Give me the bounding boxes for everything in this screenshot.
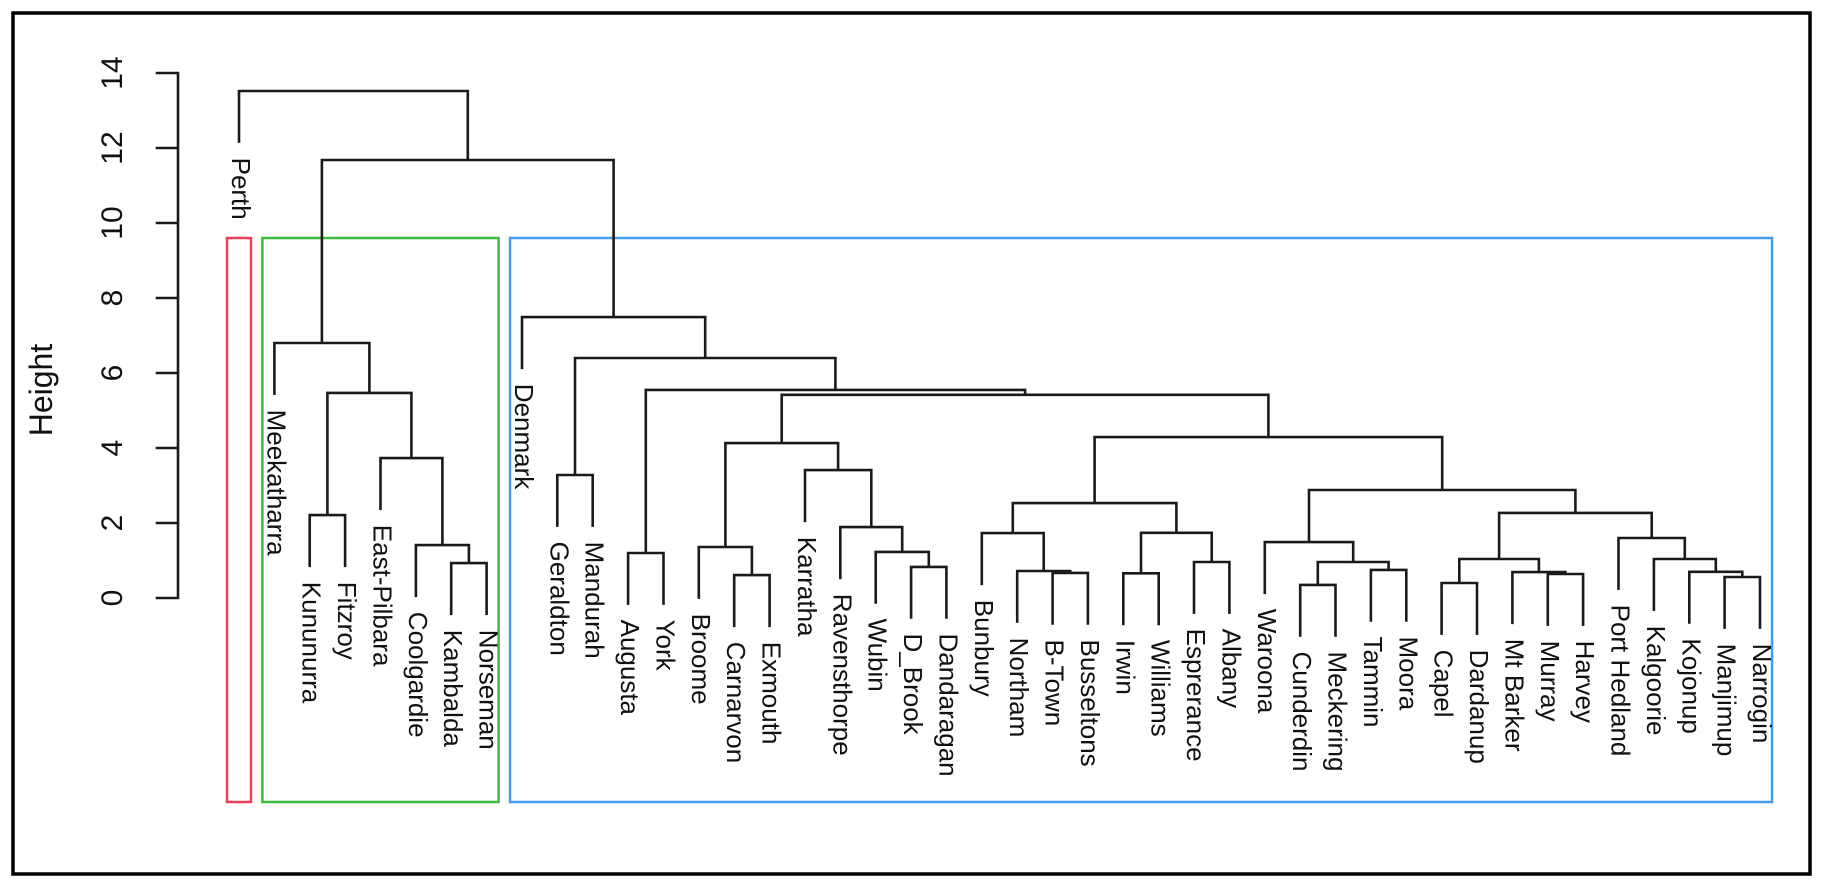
leaf-label: Northam <box>1004 638 1034 738</box>
y-axis-tick-label: 4 <box>96 440 129 457</box>
leaf-label: Karratha <box>792 537 822 637</box>
leaf-label: B-Town <box>1040 640 1070 727</box>
y-axis-tick-label: 6 <box>96 365 129 382</box>
leaf-label: Wubin <box>863 619 893 692</box>
y-axis-title: Height <box>23 344 59 437</box>
leaf-label: Busseltons <box>1075 640 1105 767</box>
dendrogram-tree-lines <box>237 89 1762 637</box>
leaf-label: Harvey <box>1570 641 1600 723</box>
y-axis <box>155 71 180 600</box>
leaf-label: Mt Barker <box>1499 639 1529 752</box>
y-axis-tick-label: 0 <box>96 590 129 607</box>
y-axis-tick-label: 10 <box>96 206 129 239</box>
y-axis-tick-label: 8 <box>96 290 129 307</box>
leaf-label: D_Brook <box>898 634 928 736</box>
leaf-label: Dandaragan <box>933 634 963 777</box>
plot-frame <box>11 11 1812 876</box>
y-axis-tick-label: 12 <box>96 131 129 164</box>
leaf-label: Port Hedland <box>1606 605 1636 757</box>
leaf-label: Waroona <box>1252 609 1282 714</box>
leaf-label: Exmouth <box>757 642 787 745</box>
leaf-label: Cunderdin <box>1287 652 1317 772</box>
leaf-label: Irwin <box>1110 640 1140 695</box>
leaf-label: Meekatharra <box>261 410 291 556</box>
leaf-label: Murray <box>1535 641 1565 722</box>
leaf-label: East-Pilbara <box>368 525 398 667</box>
leaf-label: Ravensthorpe <box>827 594 857 756</box>
leaf-label: Moora <box>1393 637 1423 711</box>
leaf-label: Denmark <box>509 384 539 490</box>
leaf-label: Meckering <box>1323 652 1353 772</box>
leaf-label: Fitzroy <box>332 582 362 660</box>
leaf-label: Mandurah <box>580 542 610 659</box>
leaf-label: Albany <box>1216 629 1246 709</box>
y-axis-tick-label: 2 <box>96 515 129 532</box>
cluster-box-cluster-2 <box>261 236 500 804</box>
leaf-label: Narrogin <box>1747 644 1777 744</box>
y-axis-tick-label: 14 <box>96 56 129 89</box>
leaf-label: Coolgardie <box>403 612 433 738</box>
leaf-label: Kalgoorie <box>1641 626 1671 736</box>
leaf-label: Manjimup <box>1712 644 1742 757</box>
leaf-label: Perth <box>226 158 256 220</box>
cluster-box-cluster-1 <box>225 236 253 804</box>
leaf-label: Kambalda <box>438 630 468 748</box>
leaf-label: Carnarvon <box>721 642 751 763</box>
leaf-label: Bunbury <box>969 600 999 697</box>
leaf-label: Augusta <box>615 620 645 716</box>
leaf-label: Geraldton <box>544 542 574 656</box>
leaf-label: Broome <box>686 614 716 705</box>
leaf-label: Tammin <box>1358 637 1388 728</box>
leaf-label: Dardanup <box>1464 650 1494 764</box>
cluster-box-cluster-3 <box>508 236 1774 804</box>
leaf-label: Kojonup <box>1676 638 1706 733</box>
leaf-label: Esprerance <box>1181 629 1211 762</box>
leaf-label: York <box>651 620 681 672</box>
leaf-label: Kununurra <box>297 582 327 704</box>
leaf-label: Norseman <box>474 630 504 750</box>
leaf-label: Williams <box>1146 640 1176 737</box>
leaf-label: Capel <box>1429 650 1459 718</box>
